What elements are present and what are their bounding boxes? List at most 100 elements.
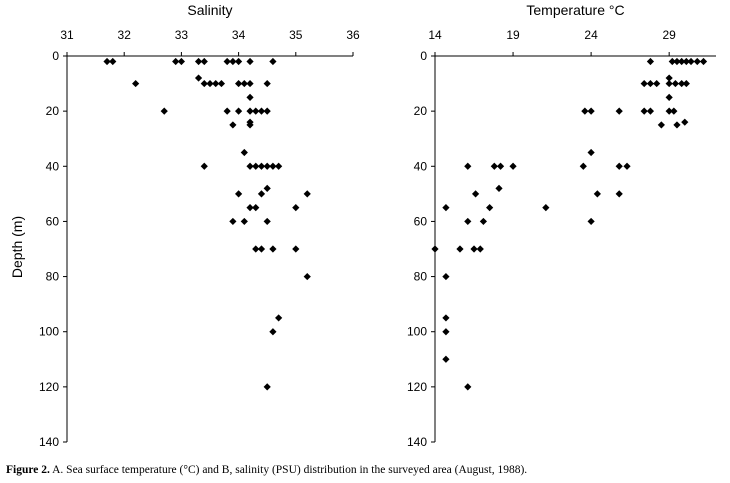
data-point (263, 107, 271, 115)
data-point (653, 79, 661, 88)
data-point (235, 107, 243, 115)
data-point (579, 162, 587, 170)
data-point (678, 57, 686, 66)
data-point (252, 204, 260, 212)
x-tick-label: 29 (662, 28, 676, 42)
data-point (194, 57, 203, 66)
data-point (640, 107, 648, 115)
data-point (217, 79, 226, 88)
data-point (263, 79, 271, 88)
data-point (269, 57, 277, 66)
data-point (246, 93, 254, 101)
x-tick-label: 36 (346, 28, 360, 42)
data-point (464, 383, 472, 391)
data-point (668, 57, 676, 66)
data-point (269, 162, 277, 170)
data-point (623, 162, 631, 170)
data-point (699, 57, 708, 66)
data-point (646, 79, 655, 88)
data-point (177, 57, 185, 66)
salinity-chart: Salinity 31 32 33 34 35 36 0 20 40 60 80 100 120 140 (39, 2, 360, 449)
data-point (646, 57, 655, 66)
data-point (269, 328, 277, 336)
data-point (252, 245, 260, 253)
data-point (682, 57, 690, 66)
data-point (206, 79, 214, 88)
data-point (587, 217, 595, 226)
data-point (495, 184, 503, 192)
data-point (269, 245, 277, 253)
data-point (587, 148, 595, 157)
data-point (682, 79, 690, 88)
data-point (464, 217, 472, 226)
x-tick-label: 19 (506, 28, 520, 42)
data-point (665, 74, 673, 82)
data-point (431, 245, 439, 253)
data-point (252, 162, 260, 170)
data-point (456, 245, 464, 253)
data-point (235, 79, 243, 88)
data-point (587, 107, 595, 115)
x-tick-label: 31 (60, 28, 74, 42)
data-point (496, 162, 505, 170)
data-point (263, 383, 271, 391)
data-point (212, 79, 220, 88)
y-tick-label: 60 (414, 214, 428, 228)
data-point (235, 190, 243, 198)
data-point (670, 107, 678, 115)
data-point (615, 107, 623, 115)
data-point (646, 107, 655, 115)
data-point (681, 118, 689, 126)
data-point (542, 204, 550, 212)
data-point (665, 93, 673, 101)
data-point (246, 204, 254, 212)
y-tick-label: 60 (46, 214, 60, 228)
y-tick-label: 100 (407, 325, 427, 339)
data-point (581, 107, 589, 115)
data-point (240, 79, 248, 88)
data-point (292, 245, 300, 253)
x-tick-label: 24 (584, 28, 598, 42)
y-tick-label: 100 (39, 325, 59, 339)
data-point (657, 121, 665, 129)
y-tick-label: 0 (420, 49, 427, 63)
data-point (229, 57, 237, 66)
data-point (442, 355, 450, 363)
data-point (172, 57, 180, 66)
x-tick-label: 32 (118, 28, 132, 42)
data-point (246, 121, 254, 129)
data-point (263, 184, 271, 192)
data-point (132, 79, 140, 88)
data-point (665, 107, 673, 115)
data-point (615, 162, 623, 170)
data-point (292, 204, 300, 212)
caption-label: Figure 2. (6, 464, 50, 476)
data-point (275, 314, 283, 322)
data-point (257, 190, 266, 198)
data-point (693, 57, 701, 66)
y-tick-label: 140 (407, 435, 427, 449)
data-point (442, 314, 450, 322)
data-point (229, 121, 237, 129)
data-point (593, 190, 601, 198)
data-point (263, 217, 271, 226)
data-point (160, 107, 168, 115)
data-point (109, 57, 117, 66)
data-point (486, 204, 494, 212)
data-point (223, 107, 231, 115)
data-point (615, 190, 623, 198)
data-point (464, 162, 472, 170)
data-point (490, 162, 498, 170)
data-point (263, 162, 271, 170)
caption-text: A. Sea surface temperature (°C) and B, s… (52, 464, 528, 476)
data-point (246, 107, 254, 115)
x-tick-label: 33 (175, 28, 189, 42)
data-point (275, 162, 283, 170)
data-point (103, 57, 111, 66)
data-point (442, 204, 450, 212)
data-point (257, 245, 266, 253)
data-point (223, 57, 231, 66)
data-point (476, 245, 484, 253)
data-point (246, 162, 254, 170)
